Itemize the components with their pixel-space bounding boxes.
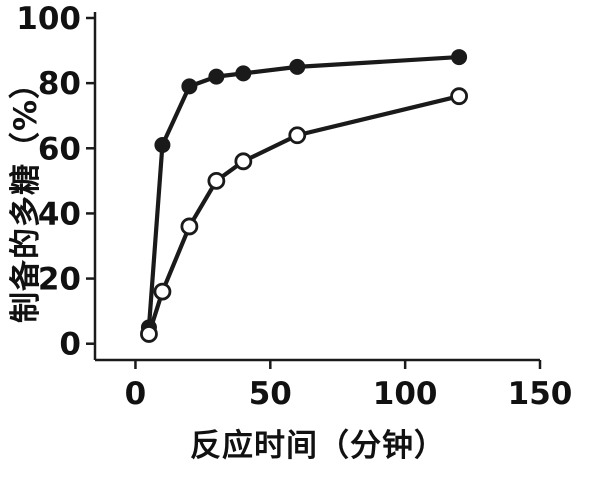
x-tick-label: 50 [249, 376, 292, 412]
x-tick-label: 0 [125, 376, 147, 412]
filled-circle-series-point [451, 49, 468, 66]
open-circle-series-point [207, 171, 226, 190]
y-tick-label: 60 [38, 131, 81, 167]
filled-circle-series-line [146, 54, 462, 330]
open-circle-series-point [140, 325, 158, 343]
y-tick-label: 80 [38, 66, 81, 102]
filled-circle-series-point [235, 65, 252, 82]
open-circle-series-point [153, 282, 172, 301]
y-tick-label: 0 [59, 327, 81, 363]
x-axis-title: 反应时间（分钟） [190, 428, 446, 464]
x-tick-label: 100 [373, 376, 438, 412]
filled-circle-series-point [208, 68, 225, 85]
y-axis-title: 制备的多糖（%） [8, 67, 44, 323]
y-tick-label: 40 [38, 196, 81, 232]
filled-circle-series-point [289, 58, 306, 75]
plot-area: 0 50 100 150 0 20 40 60 80 100 [16, 1, 572, 412]
open-circle-series-point [288, 126, 307, 145]
open-circle-series-point [180, 217, 199, 236]
open-circle-series-point [450, 87, 468, 106]
y-tick-label: 20 [38, 262, 81, 298]
x-tick-label: 150 [508, 376, 573, 412]
y-tick-label: 100 [16, 1, 81, 37]
filled-circle-series-point [181, 78, 198, 95]
open-circle-series-point [234, 152, 253, 171]
filled-circle-series-point [154, 137, 171, 154]
